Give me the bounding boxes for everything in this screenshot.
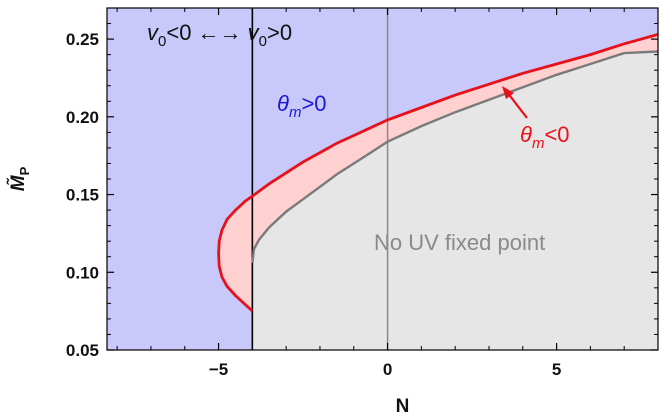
annotation-layer: v0<0 ←→ v0>0 θm>0 θm<0 No UV fixed point: [147, 20, 570, 255]
curve-lower-branch: [217, 253, 254, 313]
region-theta-negative: [218, 34, 658, 312]
annotation-theta-positive: θm>0: [277, 91, 327, 121]
y-tick-label: 0.10: [66, 263, 99, 282]
x-tick-label: −5: [209, 360, 228, 379]
y-axis-title: M̃P: [6, 166, 32, 191]
region-no-uv-fixed-point: [252, 51, 658, 350]
y-tick-label: 0.05: [66, 341, 99, 360]
curve-lower-boundary: [251, 50, 658, 264]
x-tick-label: 5: [552, 360, 561, 379]
y-tick-label: 0.20: [66, 108, 99, 127]
curve-upper-boundary: [217, 33, 658, 254]
x-tick-label: 0: [383, 360, 392, 379]
y-tick-label: 0.25: [66, 30, 99, 49]
arrow-theta-negative: [502, 86, 528, 119]
annotation-v0: v0<0 ←→ v0>0: [147, 20, 292, 50]
annotation-no-uv-fixed-point: No UV fixed point: [374, 230, 545, 255]
plot-area: [107, 8, 658, 350]
y-tick-label: 0.15: [66, 186, 99, 205]
axes-layer: −5 0 5 0.05 0.10 0.15 0.20 0.25 N M̃P: [6, 7, 659, 417]
annotation-theta-negative: θm<0: [520, 122, 570, 152]
x-axis-title: N: [396, 396, 410, 417]
